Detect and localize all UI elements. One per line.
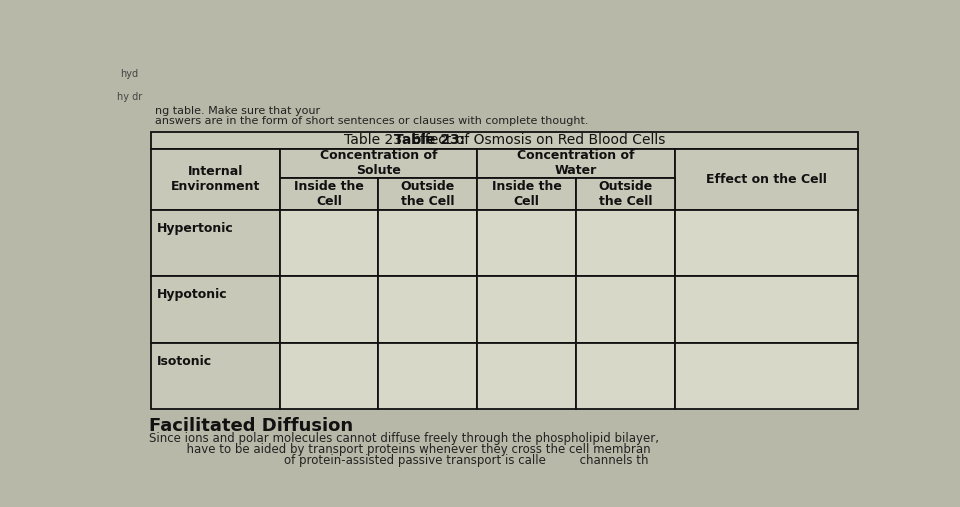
Bar	[279, 149, 477, 178]
Text: Outside
the Cell: Outside the Cell	[400, 180, 455, 208]
Bar	[477, 276, 576, 343]
Text: hy dr: hy dr	[117, 92, 142, 102]
Bar	[378, 210, 477, 276]
Text: Hypertonic: Hypertonic	[157, 222, 234, 235]
Bar	[675, 149, 858, 210]
Bar	[477, 149, 675, 178]
Text: have to be aided by transport proteins whenever they cross the cell membran: have to be aided by transport proteins w…	[150, 443, 651, 456]
Text: Internal
Environment: Internal Environment	[171, 165, 260, 193]
Bar	[675, 343, 858, 409]
Text: Table 23: Effect of Osmosis on Red Blood Cells: Table 23: Effect of Osmosis on Red Blood…	[344, 133, 665, 147]
Bar	[378, 178, 477, 210]
Bar	[151, 149, 279, 210]
Bar	[151, 210, 279, 276]
Text: ng table. Make sure that your: ng table. Make sure that your	[155, 106, 320, 116]
Bar	[576, 210, 675, 276]
Bar	[477, 178, 576, 210]
Text: Hypotonic: Hypotonic	[157, 288, 228, 302]
Text: Outside
the Cell: Outside the Cell	[598, 180, 653, 208]
Bar	[675, 276, 858, 343]
Text: answers are in the form of short sentences or clauses with complete thought.: answers are in the form of short sentenc…	[155, 116, 588, 126]
Bar	[378, 276, 477, 343]
Bar	[151, 343, 279, 409]
Bar	[151, 276, 279, 343]
Text: hyd: hyd	[120, 69, 138, 79]
Bar	[378, 343, 477, 409]
Text: Inside the
Cell: Inside the Cell	[492, 180, 562, 208]
Text: Effect on the Cell: Effect on the Cell	[706, 173, 827, 186]
Text: Concentration of
Water: Concentration of Water	[517, 149, 635, 177]
Bar	[279, 178, 378, 210]
Text: Table 23:: Table 23:	[395, 133, 466, 147]
Text: Facilitated Diffusion: Facilitated Diffusion	[150, 417, 353, 434]
Bar	[279, 210, 378, 276]
Bar	[279, 276, 378, 343]
Text: Since ions and polar molecules cannot diffuse freely through the phospholipid bi: Since ions and polar molecules cannot di…	[150, 432, 660, 445]
Bar	[675, 210, 858, 276]
Bar	[576, 178, 675, 210]
Text: Isotonic: Isotonic	[157, 355, 212, 368]
Bar	[279, 343, 378, 409]
Text: Inside the
Cell: Inside the Cell	[294, 180, 364, 208]
Text: Concentration of
Solute: Concentration of Solute	[320, 149, 437, 177]
Text: of protein-assisted passive transport is calle         channels th: of protein-assisted passive transport is…	[150, 454, 649, 466]
Bar	[151, 132, 858, 149]
Bar	[477, 210, 576, 276]
Bar	[576, 276, 675, 343]
Bar	[477, 343, 576, 409]
Bar	[576, 343, 675, 409]
